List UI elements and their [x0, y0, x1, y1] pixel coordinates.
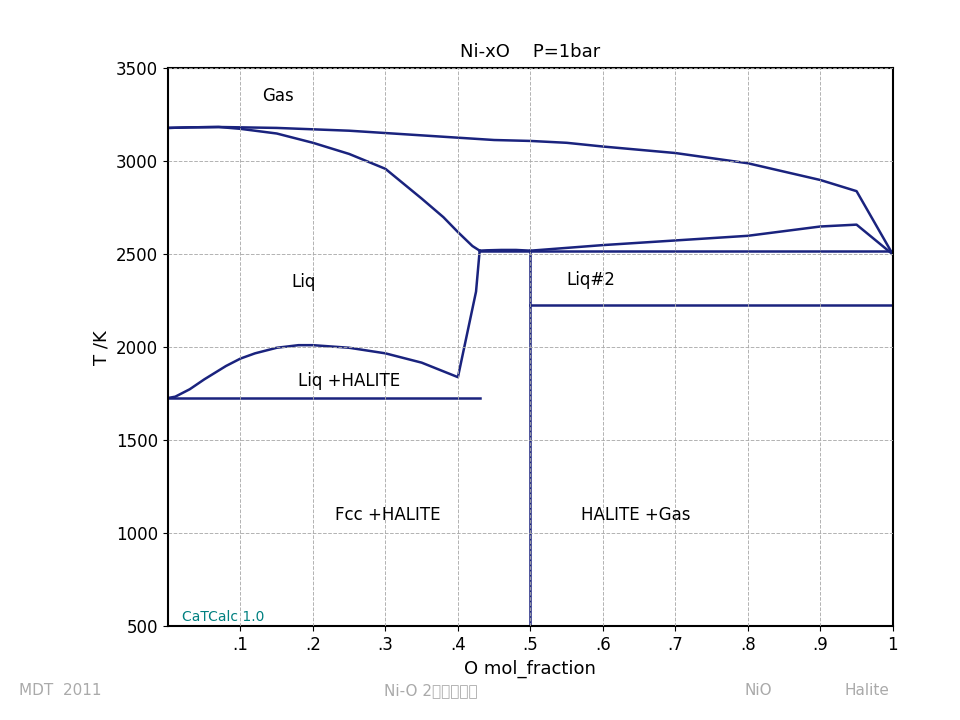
Title: Ni-xO    P=1bar: Ni-xO P=1bar	[460, 43, 601, 61]
Text: NiO: NiO	[744, 683, 772, 698]
Y-axis label: T /K: T /K	[92, 330, 110, 365]
X-axis label: O mol_fraction: O mol_fraction	[465, 660, 596, 678]
Text: HALITE +Gas: HALITE +Gas	[581, 505, 690, 524]
Text: Ni-O 2元系状态図: Ni-O 2元系状态図	[384, 683, 478, 698]
Text: Liq +HALITE: Liq +HALITE	[299, 372, 400, 390]
Text: Gas: Gas	[262, 87, 294, 105]
Text: Liq#2: Liq#2	[566, 271, 615, 289]
Text: CaTCalc 1.0: CaTCalc 1.0	[182, 610, 265, 624]
Text: MDT  2011: MDT 2011	[19, 683, 102, 698]
Text: Halite: Halite	[845, 683, 890, 698]
Text: Fcc +HALITE: Fcc +HALITE	[335, 505, 441, 524]
Text: Liq: Liq	[291, 274, 316, 292]
